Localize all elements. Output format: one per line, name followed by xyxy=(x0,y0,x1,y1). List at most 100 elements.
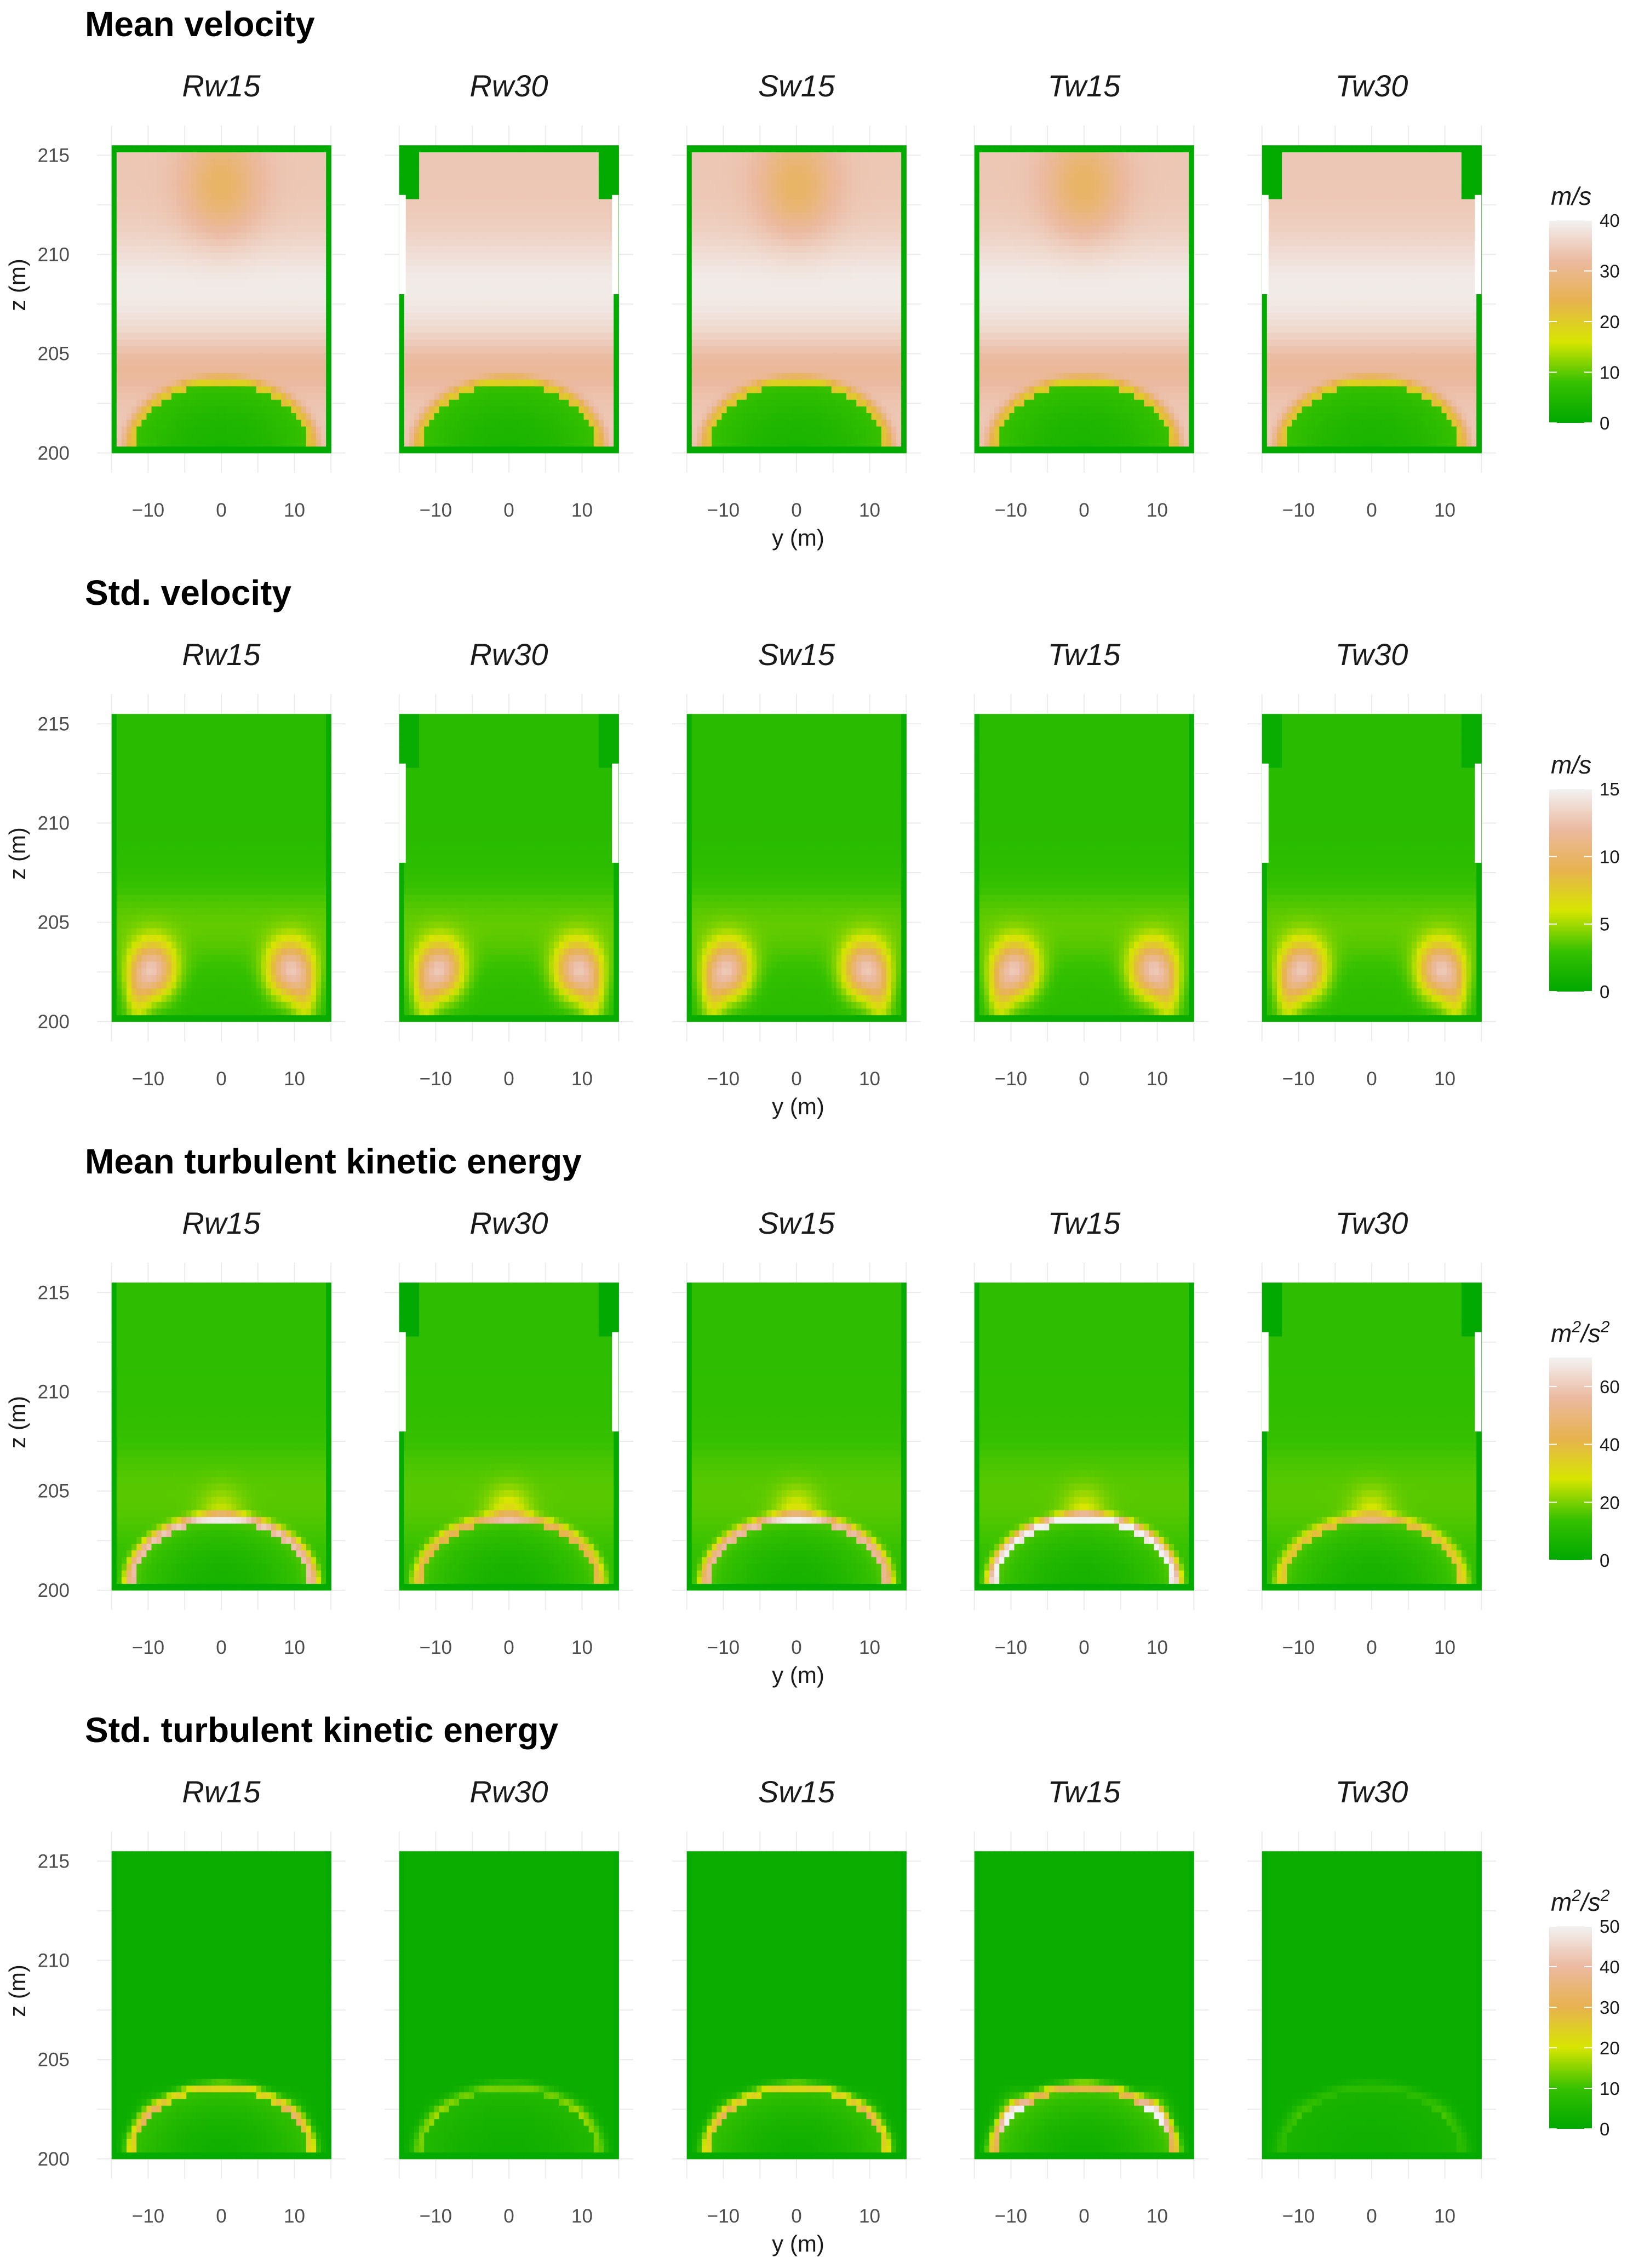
heat-cell xyxy=(127,239,132,246)
heat-cell xyxy=(122,446,127,454)
heat-cell xyxy=(171,239,177,246)
heat-cell xyxy=(112,159,117,166)
heat-cell xyxy=(152,339,157,346)
heat-cell xyxy=(136,346,142,353)
heat-cell xyxy=(181,165,187,173)
heat-cell xyxy=(141,253,147,260)
heat-cell xyxy=(131,172,137,179)
heat-cell xyxy=(127,172,132,179)
heat-cell xyxy=(176,219,182,226)
heat-cell xyxy=(122,319,127,327)
heat-cell xyxy=(167,446,172,454)
heat-cell xyxy=(127,192,132,199)
heat-cell xyxy=(162,420,167,427)
heat-cell xyxy=(131,373,137,380)
heat-cell xyxy=(186,446,192,454)
heat-cell xyxy=(171,152,177,159)
heat-cell xyxy=(136,293,142,300)
heat-cell xyxy=(191,312,197,319)
heat-cell xyxy=(112,413,117,420)
heat-cell xyxy=(171,266,177,273)
heat-cell xyxy=(146,346,152,353)
heat-cell xyxy=(162,172,167,179)
heat-cell xyxy=(146,426,152,433)
heat-cell xyxy=(112,272,117,279)
heat-cell xyxy=(167,165,172,173)
heat-cell xyxy=(136,179,142,186)
heat-cell xyxy=(191,353,197,360)
heat-cell xyxy=(117,366,122,373)
heat-cell xyxy=(181,399,187,406)
heat-cell xyxy=(141,259,147,266)
heat-cell xyxy=(127,245,132,253)
heat-cell xyxy=(181,232,187,239)
heat-cell xyxy=(112,339,117,346)
heat-cell xyxy=(136,232,142,239)
heat-cell xyxy=(127,393,132,400)
heat-cell xyxy=(191,159,197,166)
heat-cell xyxy=(167,266,172,273)
heat-cell xyxy=(131,439,137,446)
heat-cell xyxy=(141,373,147,380)
heat-cell xyxy=(157,426,162,433)
heat-cell xyxy=(167,219,172,226)
heat-cell xyxy=(131,333,137,340)
heat-cell xyxy=(127,326,132,333)
heat-cell xyxy=(157,439,162,446)
heat-cell xyxy=(122,413,127,420)
heat-cell xyxy=(136,366,142,373)
heat-cell xyxy=(191,272,197,279)
heat-cell xyxy=(191,279,197,286)
heat-cell xyxy=(176,279,182,286)
heat-cell xyxy=(146,172,152,179)
heat-cell xyxy=(191,373,197,380)
heat-cell xyxy=(176,306,182,313)
heat-cell xyxy=(122,293,127,300)
heat-cell xyxy=(152,272,157,279)
heat-cell xyxy=(157,299,162,306)
heat-cell xyxy=(122,286,127,293)
heat-cell xyxy=(122,179,127,186)
heat-cell xyxy=(117,226,122,233)
heat-cell xyxy=(146,272,152,279)
heat-cell xyxy=(167,232,172,239)
heat-cell xyxy=(152,333,157,340)
heat-cell xyxy=(181,326,187,333)
heat-cell xyxy=(167,293,172,300)
heat-cell xyxy=(112,279,117,286)
heat-cell xyxy=(136,306,142,313)
heat-cell xyxy=(176,393,182,400)
heat-cell xyxy=(127,205,132,213)
heat-cell xyxy=(136,159,142,166)
heat-cell xyxy=(122,339,127,346)
heat-cell xyxy=(176,185,182,192)
heat-cell xyxy=(141,286,147,293)
heat-cell xyxy=(122,399,127,406)
heat-cell xyxy=(167,185,172,192)
heat-cell xyxy=(162,353,167,360)
heat-cell xyxy=(136,393,142,400)
heat-cell xyxy=(162,399,167,406)
heat-cell xyxy=(162,406,167,413)
heat-cell xyxy=(181,420,187,427)
heat-cell xyxy=(171,339,177,346)
heat-cell xyxy=(162,245,167,253)
heat-cell xyxy=(157,219,162,226)
heat-cell xyxy=(167,152,172,159)
heat-cell xyxy=(176,159,182,166)
heat-cell xyxy=(196,312,202,319)
heat-cell xyxy=(141,446,147,454)
heat-cell xyxy=(136,426,142,433)
heat-cell xyxy=(171,205,177,213)
heat-cell xyxy=(191,420,197,427)
heat-cell xyxy=(136,406,142,413)
heat-cell xyxy=(141,293,147,300)
heat-cell xyxy=(122,152,127,159)
heat-cell xyxy=(152,319,157,327)
heat-cell xyxy=(117,279,122,286)
heat-cell xyxy=(171,446,177,454)
heat-cell xyxy=(171,379,177,386)
heat-cell xyxy=(122,259,127,266)
heat-cell xyxy=(141,433,147,440)
heat-cell xyxy=(122,219,127,226)
